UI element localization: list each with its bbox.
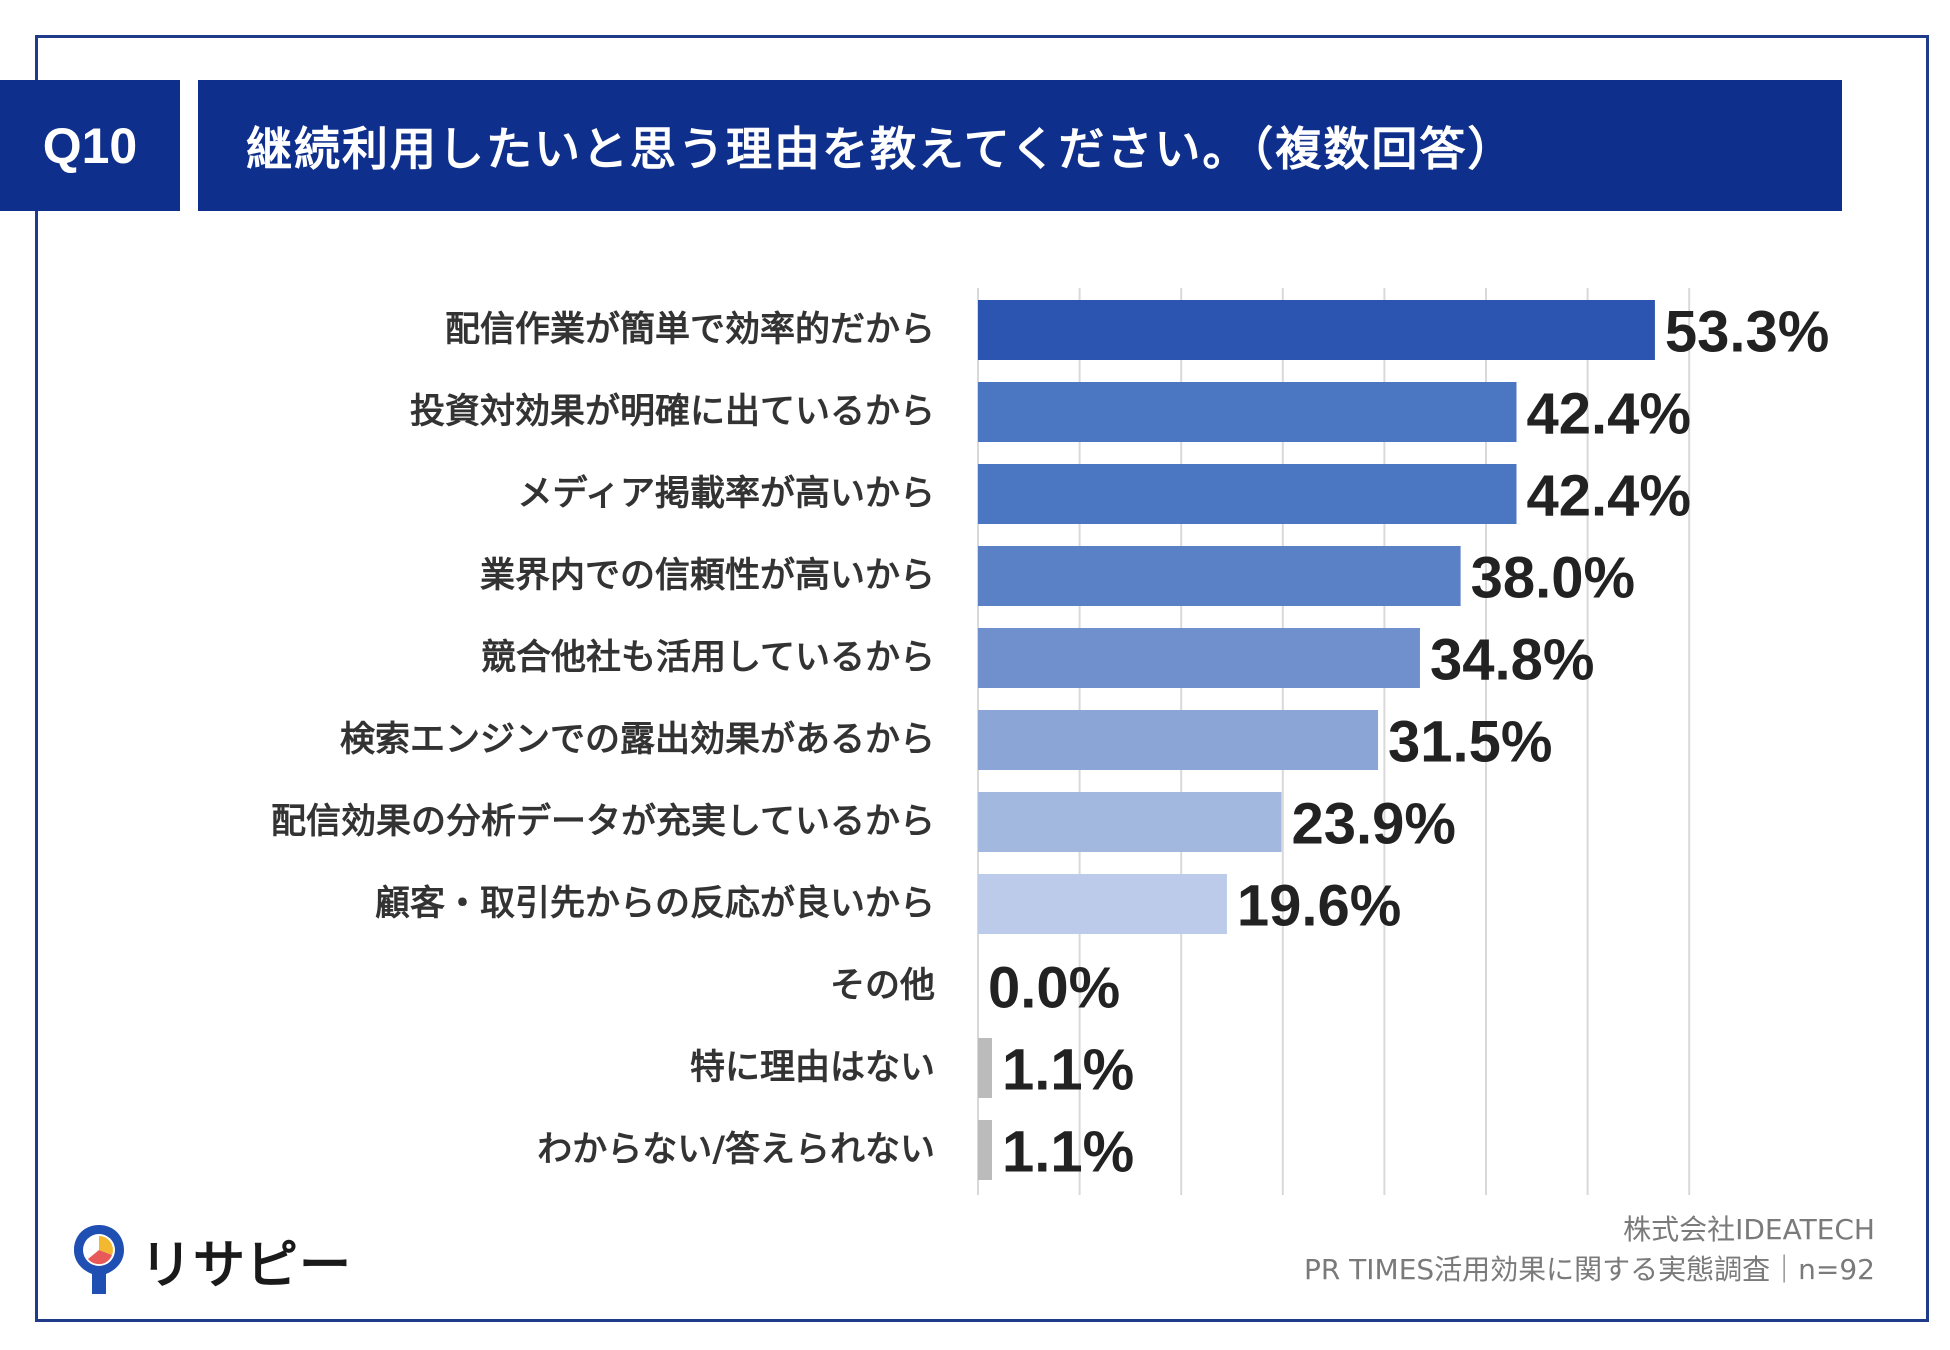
category-label: 検索エンジンでの露出効果があるから <box>340 720 935 760</box>
category-label: 配信効果の分析データが充実しているから <box>271 801 935 842</box>
map-pin-icon <box>74 1225 124 1294</box>
title-bar: 継続利用したいと思う理由を教えてください。（複数回答） <box>198 80 1842 211</box>
bar <box>978 874 1227 934</box>
category-label: 特に理由はない <box>690 1048 935 1088</box>
bar <box>978 382 1517 442</box>
question-title: 継続利用したいと思う理由を教えてください。（複数回答） <box>246 121 1516 176</box>
brand-name: リサピー <box>140 1235 353 1296</box>
value-label: 38.0% <box>1471 546 1635 611</box>
question-number: Q10 <box>42 117 138 174</box>
bars <box>978 300 1655 1180</box>
category-label: 競合他社も活用しているから <box>481 638 935 678</box>
question-number-badge: Q10 <box>0 80 180 211</box>
value-label: 53.3% <box>1665 300 1829 365</box>
value-label: 34.8% <box>1430 628 1594 693</box>
category-label: 顧客・取引先からの反応が良いから <box>375 883 935 924</box>
bar <box>978 546 1461 606</box>
bar <box>978 710 1379 770</box>
value-label: 1.1% <box>1002 1038 1134 1103</box>
value-label: 1.1% <box>1002 1120 1134 1185</box>
brand-logo: リサピー <box>70 1220 352 1300</box>
bar <box>978 464 1517 524</box>
bar <box>978 300 1655 360</box>
bar <box>978 1038 992 1098</box>
category-label: 業界内での信頼性が高いから <box>480 556 935 596</box>
footer-credit: 株式会社IDEATECH PR TIMES活用効果に関する実態調査｜n=92 <box>1304 1210 1875 1290</box>
category-label: 配信作業が簡単で効率的だから <box>445 310 935 350</box>
value-label: 42.4% <box>1526 464 1690 529</box>
value-label: 19.6% <box>1237 874 1401 939</box>
category-label: メディア掲載率が高いから <box>517 473 935 514</box>
chart-frame <box>35 35 1929 1322</box>
bar <box>978 1120 992 1180</box>
category-label: その他 <box>830 966 935 1006</box>
company-name: 株式会社IDEATECH <box>1623 1213 1875 1246</box>
value-labels: 53.3% 42.4% 42.4% 38.0% 34.8% 31.5% 23.9% 19.6%… <box>988 300 1829 1185</box>
value-label: 23.9% <box>1292 792 1456 857</box>
category-label: わからない/答えられない <box>537 1130 935 1170</box>
value-label: 0.0% <box>988 956 1120 1021</box>
category-labels: 配信作業が簡単で効率的だから投資対効果が明確に出ているからメディア掲載率が高いか… <box>271 310 935 1170</box>
bar <box>978 792 1282 852</box>
value-label: 31.5% <box>1388 710 1552 775</box>
survey-info: PR TIMES活用効果に関する実態調査｜n=92 <box>1303 1253 1875 1286</box>
value-label: 42.4% <box>1526 382 1690 447</box>
category-label: 投資対効果が明確に出ているから <box>410 392 935 432</box>
bar <box>978 628 1420 688</box>
